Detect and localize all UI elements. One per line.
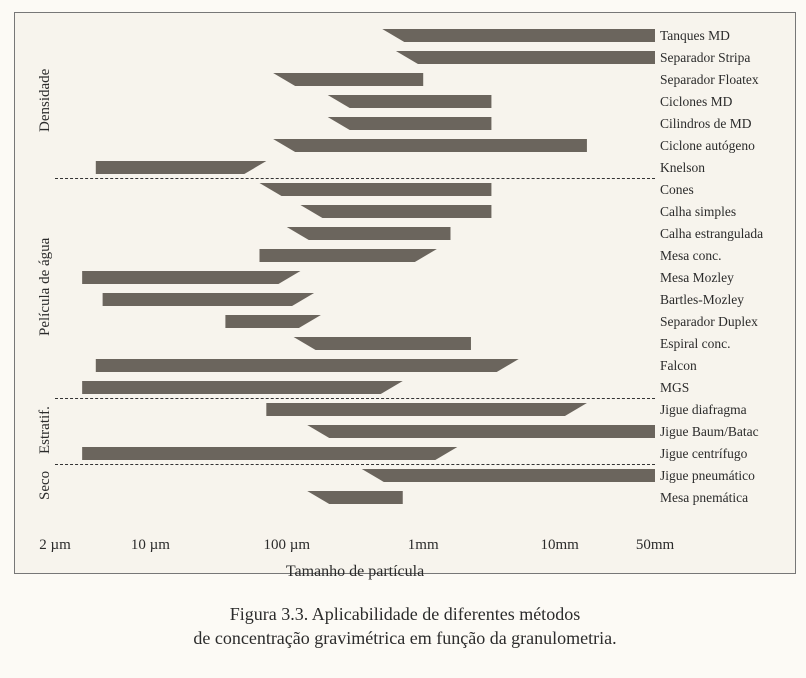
method-label: Separador Stripa [660, 50, 750, 66]
method-label: Separador Floatex [660, 72, 759, 88]
range-bar [82, 381, 403, 394]
group-divider [55, 464, 655, 465]
method-label: Bartles-Mozley [660, 292, 744, 308]
range-bar [307, 491, 402, 504]
method-label: Tanques MD [660, 28, 730, 44]
x-tick-label: 1mm [408, 537, 439, 554]
x-axis-title: Tamanho de partícula [55, 563, 655, 581]
figure-caption: Figura 3.3. Aplicabilidade de diferentes… [14, 602, 796, 651]
method-label: Cones [660, 182, 694, 198]
method-label: Calha estrangulada [660, 226, 763, 242]
x-tick-label: 100 µm [264, 537, 311, 554]
range-bar [300, 205, 491, 218]
range-bar [382, 29, 655, 42]
group-label: Estratif. [37, 406, 54, 454]
range-bar [96, 359, 519, 372]
range-bar [294, 337, 471, 350]
range-bar [82, 447, 457, 460]
range-bar [103, 293, 314, 306]
method-label: Separador Duplex [660, 314, 758, 330]
range-bar [82, 271, 300, 284]
range-bar [273, 139, 587, 152]
x-tick-label: 10mm [540, 537, 578, 554]
method-label: Falcon [660, 358, 697, 374]
group-label: Seco [37, 470, 54, 499]
range-bar [96, 161, 267, 174]
method-label: Ciclones MD [660, 94, 732, 110]
group-divider [55, 398, 655, 399]
method-label: Calha simples [660, 204, 736, 220]
method-label: Jigue Baum/Batac [660, 424, 759, 440]
x-tick-label: 50mm [636, 537, 674, 554]
x-tick-label: 10 µm [131, 537, 170, 554]
page: Tamanho de partícula 2 µm 10 µm 100 µm 1mm 1… [0, 0, 806, 678]
method-label: Cilindros de MD [660, 116, 752, 132]
method-label: Jigue centrífugo [660, 446, 747, 462]
range-bar [266, 403, 587, 416]
range-bar [260, 183, 492, 196]
method-label: Mesa pnemática [660, 490, 748, 506]
method-label: Mesa conc. [660, 248, 721, 264]
range-bar [260, 249, 437, 262]
caption-line-1: Figura 3.3. Aplicabilidade de diferentes… [230, 604, 580, 624]
range-bar [307, 425, 655, 438]
bars-svg [55, 23, 655, 533]
method-label: Espiral conc. [660, 336, 730, 352]
range-bar [328, 117, 492, 130]
range-bar [225, 315, 320, 328]
method-label: Jigue diafragma [660, 402, 747, 418]
group-label: Película de água [37, 238, 54, 336]
method-label: Jigue pneumático [660, 468, 755, 484]
group-label: Densidade [37, 68, 54, 131]
range-bar [328, 95, 492, 108]
chart-frame: Tamanho de partícula 2 µm10 µm100 µm1mm1… [14, 12, 796, 574]
range-bar [396, 51, 655, 64]
method-label: MGS [660, 380, 689, 396]
method-label: Mesa Mozley [660, 270, 734, 286]
plot-area [55, 23, 655, 533]
range-bar [287, 227, 451, 240]
x-tick-label: 2 µm [39, 537, 71, 554]
range-bar [273, 73, 423, 86]
method-label: Knelson [660, 160, 705, 176]
method-label: Ciclone autógeno [660, 138, 755, 154]
caption-line-2: de concentração gravimétrica em função d… [193, 628, 616, 648]
group-divider [55, 178, 655, 179]
range-bar [362, 469, 655, 482]
